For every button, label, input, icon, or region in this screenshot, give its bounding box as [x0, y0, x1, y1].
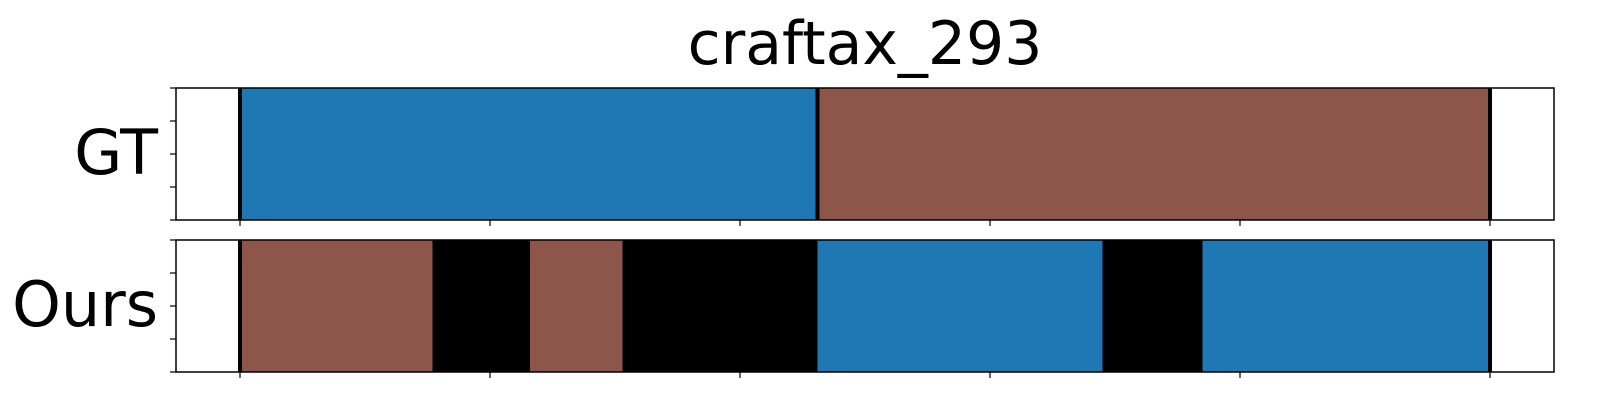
row-label-ours: Ours — [12, 268, 158, 341]
boundary-gt-0 — [238, 88, 242, 220]
panels — [170, 87, 1555, 378]
segment-gt-1 — [817, 88, 1490, 220]
boundary-gt-2 — [1488, 88, 1492, 220]
segment-ours-1 — [432, 240, 530, 372]
boundary-ours-1 — [1488, 240, 1492, 372]
segment-ours-0 — [240, 240, 433, 372]
segment-ours-6 — [1202, 240, 1490, 372]
segment-ours-4 — [817, 240, 1103, 372]
segment-ours-2 — [530, 240, 623, 372]
boundary-gt-1 — [815, 88, 820, 220]
segment-ours-5 — [1102, 240, 1203, 372]
chart-title: craftax_293 — [688, 9, 1043, 79]
boundary-ours-0 — [238, 240, 242, 372]
segment-gt-0 — [240, 88, 818, 220]
row-label-gt: GT — [74, 116, 159, 189]
segment-ours-3 — [622, 240, 818, 372]
